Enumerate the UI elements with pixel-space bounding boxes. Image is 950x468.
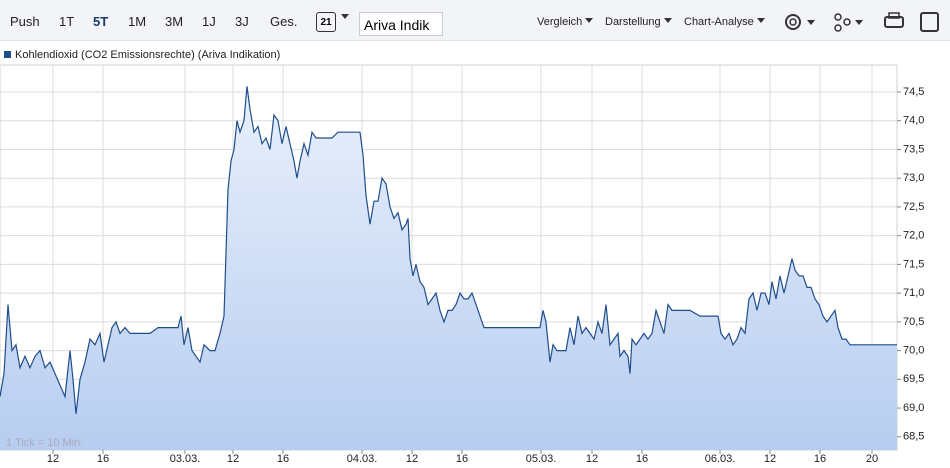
y-tick-label: 70,0 [903, 344, 924, 356]
x-tick-label: 12 [227, 453, 239, 465]
x-tick-label: 12 [47, 453, 59, 465]
y-tick-label: 73,0 [903, 172, 924, 184]
y-tick-label: 71,0 [903, 287, 924, 299]
print-icon[interactable] [884, 16, 904, 28]
x-tick-label: 05.03. [526, 453, 557, 465]
y-tick-label: 72,0 [903, 230, 924, 242]
x-tick-label: 16 [636, 453, 648, 465]
period-button[interactable]: 1M [128, 14, 147, 29]
chart: Kohlendioxid (CO2 Emissionsrechte) (Ariv… [0, 49, 925, 465]
calendar-button[interactable]: 21 [316, 12, 336, 32]
period-button[interactable]: 3J [235, 14, 249, 29]
x-tick-label: 06.03. [705, 453, 736, 465]
legend-swatch [4, 51, 11, 58]
y-tick-label: 73,5 [903, 143, 924, 155]
source-select[interactable]: Ariva Indik [359, 12, 443, 36]
period-button[interactable]: 3M [165, 14, 184, 29]
period-button[interactable]: 1J [202, 14, 216, 29]
share-icon[interactable] [834, 13, 842, 21]
menu[interactable]: Chart-Analyse [684, 16, 765, 28]
area [0, 86, 897, 451]
x-tick-label: 12 [406, 453, 418, 465]
y-tick-label: 69,5 [903, 373, 924, 385]
share-icon-node [834, 24, 842, 32]
period-button[interactable]: Ges. [270, 14, 298, 29]
line [0, 86, 897, 414]
y-tick-label: 74,0 [903, 115, 924, 127]
period-button[interactable]: 5T [93, 14, 109, 29]
x-tick-label: 16 [456, 453, 468, 465]
arrow [855, 20, 863, 25]
period-button[interactable]: Push [10, 14, 40, 29]
save-icon[interactable] [920, 12, 939, 32]
x-tick-label: 04.03. [347, 453, 378, 465]
calendar-dropdown[interactable] [338, 12, 349, 24]
print-icon-paper [888, 12, 900, 19]
menu[interactable]: Darstellung [605, 16, 672, 28]
legend-entry: Kohlendioxid (CO2 Emissionsrechte) (Ariv… [15, 49, 280, 61]
y-tick-label: 74,5 [903, 86, 924, 98]
x-tick-label: 12 [764, 453, 776, 465]
y-tick-label: 71,5 [903, 258, 924, 270]
toolbar-icons [785, 12, 939, 32]
toolbar: Push 1T 5T 1M 3M 1J 3J Ges. 21 Ariva Ind… [0, 0, 950, 41]
x-tick-label: 12 [586, 453, 598, 465]
x-tick-label: 16 [97, 453, 109, 465]
y-tick-label: 69,0 [903, 402, 924, 414]
y-tick-label: 70,5 [903, 316, 924, 328]
series [0, 86, 897, 451]
settings-icon[interactable] [785, 14, 801, 30]
menu[interactable]: Vergleich [537, 16, 593, 28]
share-icon-node [843, 18, 851, 26]
y-tick-label: 68,5 [903, 431, 924, 443]
x-tick-label: 16 [814, 453, 826, 465]
y-tick-label: 72,5 [903, 201, 924, 213]
x-tick-label: 03.03. [170, 453, 201, 465]
axes: 68,5 69,0 69,5 70,0 70,5 71,0 71,5 72,0 72,5 73,0… [47, 86, 925, 465]
x-tick-label: 20 [866, 453, 878, 465]
period-button[interactable]: 1T [59, 14, 75, 29]
arrow [807, 20, 815, 25]
settings-icon-core [789, 18, 797, 26]
x-tick-label: 16 [277, 453, 289, 465]
note: 1 Tick = 10 Min. [6, 437, 83, 449]
